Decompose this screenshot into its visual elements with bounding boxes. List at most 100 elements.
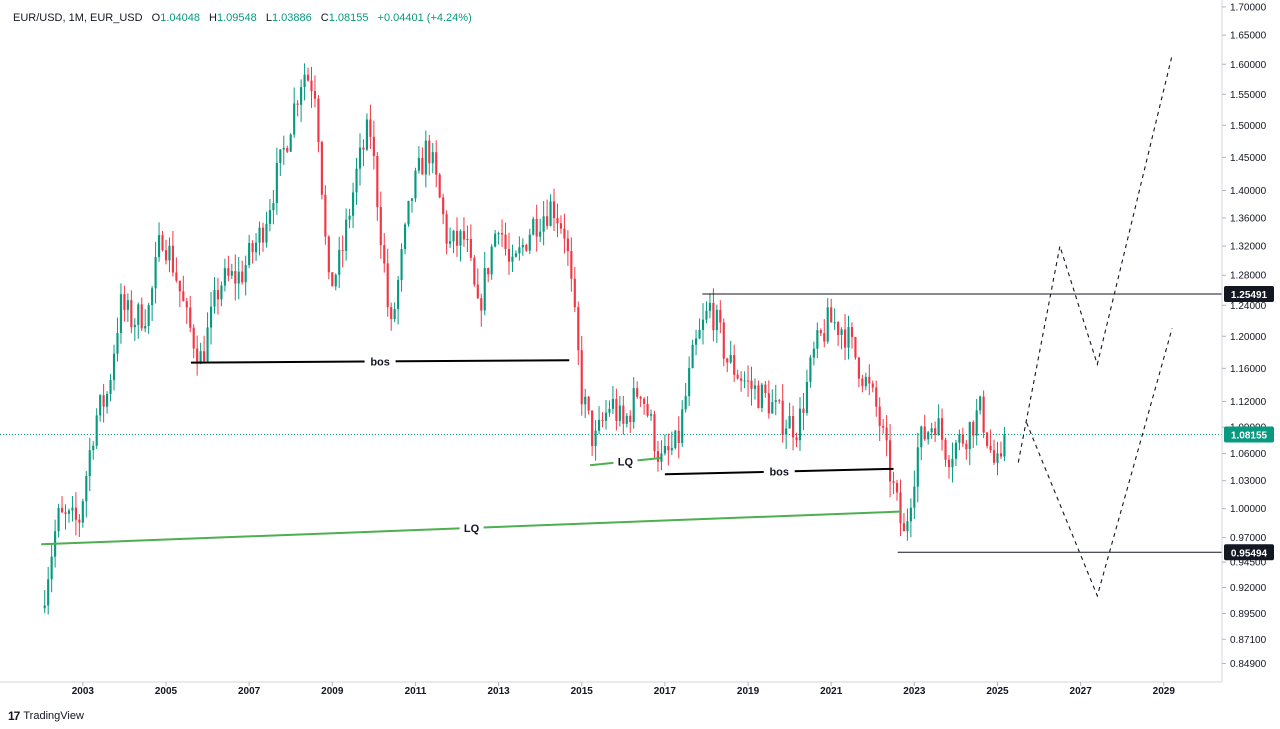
candle-body bbox=[556, 218, 559, 224]
x-tick-label: 2019 bbox=[737, 686, 760, 697]
y-tick-label: 0.92000 bbox=[1230, 583, 1267, 594]
candle-body bbox=[656, 451, 660, 462]
candle-body bbox=[43, 605, 46, 609]
candle-body bbox=[352, 192, 355, 216]
candle-body bbox=[975, 410, 978, 436]
candle-body bbox=[272, 203, 275, 211]
candle-body bbox=[902, 523, 906, 532]
candle-body bbox=[989, 445, 992, 451]
candle-body bbox=[216, 290, 220, 300]
candle-body bbox=[660, 453, 663, 462]
candle-body bbox=[944, 439, 947, 460]
y-tick-label: 1.24000 bbox=[1230, 301, 1267, 312]
candle-body bbox=[816, 330, 819, 349]
tradingview-logo[interactable]: 17 TradingView bbox=[8, 709, 84, 723]
candle-body bbox=[175, 272, 178, 281]
x-tick-label: 2011 bbox=[405, 686, 427, 697]
candle-body bbox=[345, 219, 348, 251]
candle-body bbox=[483, 268, 486, 311]
level-label: 1.25491 bbox=[1231, 290, 1268, 301]
candle-body bbox=[334, 274, 337, 287]
candle-body bbox=[958, 434, 961, 443]
annotation-label-lq: LQ bbox=[618, 457, 634, 469]
candle-body bbox=[798, 408, 802, 441]
candle-body bbox=[438, 174, 441, 198]
candle-body bbox=[206, 327, 209, 362]
candle-body bbox=[885, 427, 888, 441]
candle-body bbox=[663, 445, 666, 454]
annotation-label-lq: LQ bbox=[464, 523, 480, 535]
tradingview-logo-text: TradingView bbox=[23, 710, 84, 722]
candle-body bbox=[157, 235, 161, 258]
candle-body bbox=[591, 410, 594, 447]
candle-body bbox=[60, 507, 64, 513]
level-label: 0.95494 bbox=[1231, 548, 1268, 559]
candle-body bbox=[220, 285, 223, 300]
y-tick-label: 1.12000 bbox=[1230, 397, 1267, 408]
y-tick-label: 1.50000 bbox=[1230, 121, 1267, 132]
candle-body bbox=[178, 280, 181, 292]
candle-body bbox=[473, 257, 476, 285]
candle-body bbox=[507, 248, 511, 262]
candle-body bbox=[719, 309, 722, 323]
candle-body bbox=[996, 453, 999, 463]
candle-body bbox=[691, 344, 694, 368]
candle-body bbox=[830, 307, 833, 323]
candle-body bbox=[133, 324, 136, 328]
candle-body bbox=[490, 246, 493, 275]
candle-body bbox=[151, 288, 154, 306]
candle-body bbox=[268, 210, 271, 224]
candle-body bbox=[386, 263, 389, 308]
projection-bearish bbox=[1026, 328, 1173, 598]
x-tick-label: 2005 bbox=[155, 686, 178, 697]
candle-body bbox=[518, 247, 521, 254]
candle-body bbox=[1003, 434, 1006, 457]
candle-body bbox=[882, 425, 885, 428]
current-price-label: 1.08155 bbox=[1231, 431, 1268, 442]
candle-body bbox=[306, 74, 310, 81]
candle-body bbox=[213, 290, 216, 307]
candle-body bbox=[653, 414, 656, 452]
symbol-label[interactable]: EUR/USD, 1M, EUR_USD bbox=[13, 12, 143, 24]
candle-body bbox=[927, 432, 930, 440]
candle-body bbox=[365, 119, 369, 150]
candle-body bbox=[833, 322, 836, 324]
candle-body bbox=[895, 482, 899, 493]
x-tick-label: 2003 bbox=[72, 686, 95, 697]
candle-body bbox=[223, 268, 226, 286]
candle-body bbox=[594, 430, 597, 447]
candle-body bbox=[320, 142, 323, 195]
low-label: L bbox=[265, 12, 272, 24]
candle-body bbox=[760, 384, 763, 409]
candle-body bbox=[487, 268, 490, 275]
candle-body bbox=[234, 271, 237, 284]
candle-body bbox=[449, 241, 452, 244]
candle-body bbox=[331, 272, 334, 287]
annotation-label-bos: bos bbox=[370, 356, 390, 368]
x-tick-label: 2015 bbox=[571, 686, 594, 697]
level-tag bbox=[1224, 285, 1274, 302]
candle-body bbox=[843, 329, 847, 348]
candle-body bbox=[265, 223, 268, 243]
candle-body bbox=[923, 426, 926, 440]
candle-body bbox=[577, 307, 580, 351]
candle-body bbox=[196, 348, 199, 364]
candle-body bbox=[71, 507, 74, 511]
candle-body bbox=[227, 268, 230, 276]
candle-body bbox=[497, 233, 500, 235]
candle-body bbox=[757, 385, 760, 409]
candle-body bbox=[892, 481, 895, 483]
y-tick-label: 1.55000 bbox=[1230, 90, 1267, 101]
candle-body bbox=[147, 305, 150, 327]
candle-body bbox=[383, 245, 386, 264]
candle-body bbox=[812, 348, 815, 358]
candle-body bbox=[140, 304, 143, 329]
candle-body bbox=[708, 302, 712, 311]
candle-body bbox=[289, 134, 292, 152]
x-tick-label: 2013 bbox=[487, 686, 510, 697]
annotations[interactable]: bos bos LQ LQ bbox=[41, 55, 1222, 598]
axes: 1.70000 1.65000 1.60000 1.55000 1.50000 1.450… bbox=[0, 0, 1274, 697]
candle-body bbox=[701, 319, 705, 330]
candle-body bbox=[868, 376, 871, 384]
